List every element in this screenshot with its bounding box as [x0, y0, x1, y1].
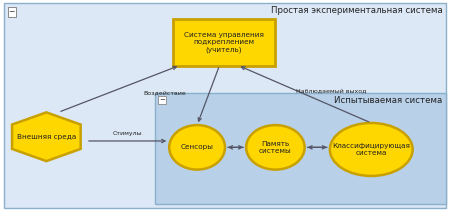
Text: Сенсоры: Сенсоры — [180, 144, 214, 150]
Text: Внешняя среда: Внешняя среда — [17, 134, 76, 140]
Ellipse shape — [330, 123, 413, 176]
Text: Простая экспериментальная система: Простая экспериментальная система — [271, 6, 443, 15]
Text: Память
системы: Память системы — [259, 141, 292, 154]
FancyBboxPatch shape — [174, 19, 274, 66]
FancyBboxPatch shape — [4, 3, 446, 208]
Text: Система управления
подкреплением
(учитель): Система управления подкреплением (учител… — [184, 32, 264, 53]
Polygon shape — [12, 112, 81, 161]
Text: −: − — [159, 97, 165, 103]
Ellipse shape — [169, 125, 225, 170]
Text: Наблюдаемый выход: Наблюдаемый выход — [296, 88, 367, 93]
Ellipse shape — [246, 125, 305, 170]
Text: Стимулы: Стимулы — [113, 131, 142, 136]
FancyBboxPatch shape — [155, 93, 446, 204]
Text: −: − — [9, 7, 15, 16]
Text: Классифицирующая
система: Классифицирующая система — [332, 143, 410, 156]
Text: Воздействие: Воздействие — [143, 91, 186, 96]
Text: Испытываемая система: Испытываемая система — [333, 96, 442, 105]
